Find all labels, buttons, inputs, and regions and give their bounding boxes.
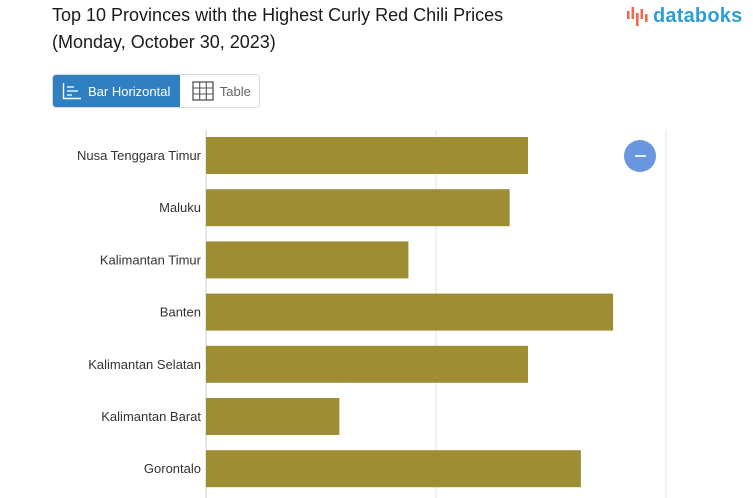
tab-bar-horizontal[interactable]: Bar Horizontal (53, 75, 180, 107)
category-label: Kalimantan Selatan (88, 357, 201, 372)
category-label: Kalimantan Barat (101, 409, 201, 424)
table-grid-icon (192, 81, 214, 101)
category-label: Gorontalo (144, 461, 201, 476)
tab-table-label: Table (219, 83, 251, 99)
bar-chart-icon (62, 83, 81, 100)
category-labels: Nusa Tenggara Timur Maluku Kalimantan Timu… (77, 148, 202, 476)
bar[interactable] (206, 398, 340, 435)
databoks-logo[interactable]: databoks (626, 4, 742, 28)
category-label: Banten (160, 305, 201, 320)
category-label: Maluku (159, 200, 201, 215)
tab-bar-horizontal-label: Bar Horizontal (88, 83, 171, 99)
chart-title: Top 10 Provinces with the Highest Curly … (52, 2, 612, 56)
bar[interactable] (206, 137, 528, 174)
bar[interactable] (206, 241, 409, 279)
view-switch: Bar Horizontal Table (52, 74, 260, 108)
bar[interactable] (206, 450, 581, 488)
bar[interactable] (206, 345, 528, 383)
title-line-2: (Monday, October 30, 2023) (52, 32, 276, 52)
minus-icon (634, 155, 646, 157)
category-label: Kalimantan Timur (100, 252, 202, 267)
title-line-1: Top 10 Provinces with the Highest Curly … (52, 5, 504, 25)
category-label: Nusa Tenggara Timur (77, 148, 202, 163)
collapse-button[interactable] (624, 140, 656, 172)
brand-name: databoks (653, 4, 743, 27)
tab-table[interactable]: Table (180, 75, 259, 107)
bars (206, 137, 614, 488)
bar-chart: Nusa Tenggara Timur Maluku Kalimantan Timu… (77, 130, 667, 498)
bar-pulse-icon (627, 7, 648, 26)
bar[interactable] (206, 293, 614, 331)
bar[interactable] (206, 189, 510, 227)
